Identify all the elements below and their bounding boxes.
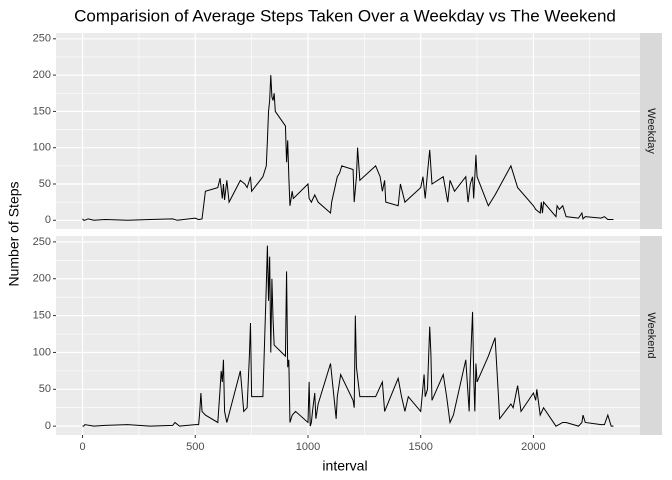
y-axis-label: Number of Steps — [6, 181, 22, 286]
facet-label: Weekend — [645, 312, 657, 358]
x-tick-label: 0 — [79, 441, 85, 453]
y-tick-label: 0 — [45, 214, 51, 226]
y-tick-label: 150 — [33, 105, 51, 117]
y-tick-label: 250 — [33, 33, 51, 45]
x-tick-label: 500 — [186, 441, 204, 453]
x-axis-label: interval — [322, 458, 367, 474]
panel-background — [56, 236, 640, 435]
panel-background — [56, 33, 640, 229]
x-tick-label: 1500 — [408, 441, 432, 453]
data-line — [82, 75, 614, 221]
y-tick-label: 150 — [33, 310, 51, 322]
data-line — [82, 245, 614, 427]
facet-strip — [640, 236, 662, 435]
facet-label: Weekday — [645, 108, 657, 154]
y-tick-label: 50 — [39, 383, 51, 395]
y-tick-label: 200 — [33, 273, 51, 285]
y-tick-label: 200 — [33, 69, 51, 81]
y-tick-label: 250 — [33, 236, 51, 248]
x-tick-label: 2000 — [521, 441, 545, 453]
y-tick-label: 50 — [39, 178, 51, 190]
y-tick-label: 0 — [45, 420, 51, 432]
x-tick-label: 1000 — [296, 441, 320, 453]
y-tick-label: 100 — [33, 346, 51, 358]
chart-title: Comparision of Average Steps Taken Over … — [74, 6, 616, 25]
facet-strip — [640, 33, 662, 229]
y-tick-label: 100 — [33, 142, 51, 154]
